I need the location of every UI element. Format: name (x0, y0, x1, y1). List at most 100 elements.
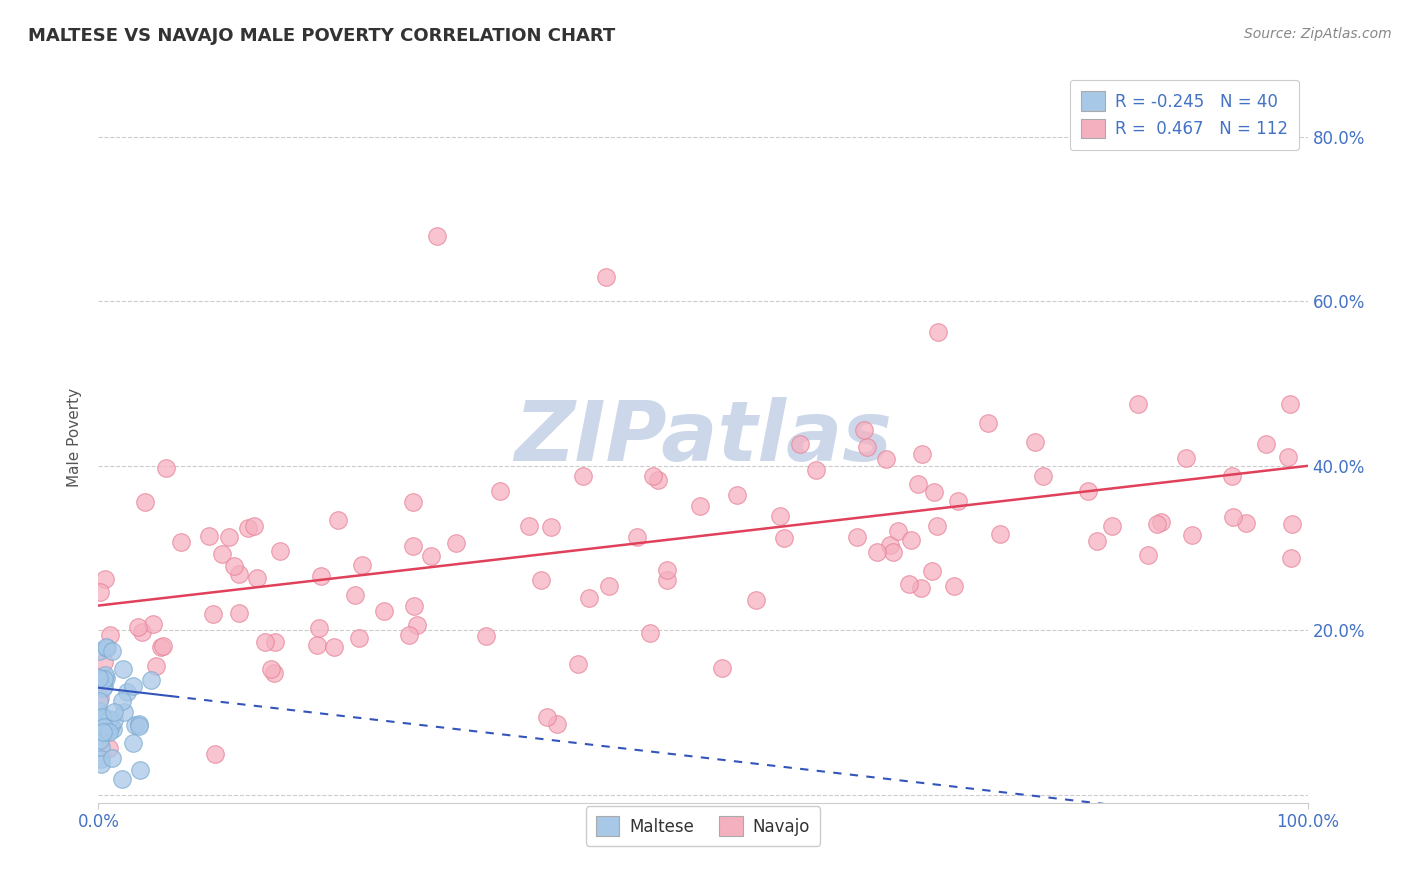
Point (925, 519, 948, 533)
Point (1222, 469, 1244, 483)
Point (124, 717, 146, 731)
Point (96, 640, 118, 655)
Point (373, 604, 395, 618)
Point (943, 579, 966, 593)
Point (87, 694, 110, 708)
Point (139, 673, 162, 687)
Point (910, 582, 932, 596)
Point (571, 469, 593, 483)
Point (446, 535, 468, 549)
Point (117, 685, 139, 699)
Point (103, 713, 125, 727)
Point (789, 437, 811, 451)
Point (263, 635, 285, 649)
Point (94, 711, 117, 725)
Point (263, 665, 285, 680)
Point (1101, 519, 1123, 533)
Point (567, 657, 589, 671)
Point (93, 725, 115, 739)
Point (1279, 551, 1302, 566)
Text: ZIPatlas: ZIPatlas (515, 397, 891, 477)
Point (128, 719, 150, 733)
Point (112, 705, 135, 719)
Point (134, 495, 156, 509)
Point (866, 545, 889, 559)
Point (100, 719, 122, 733)
Point (626, 530, 648, 544)
Legend: Maltese, Navajo: Maltese, Navajo (586, 806, 820, 846)
Y-axis label: Male Poverty: Male Poverty (67, 387, 83, 487)
Point (647, 474, 669, 488)
Point (845, 530, 868, 544)
Point (150, 640, 173, 654)
Point (94, 668, 117, 682)
Point (907, 476, 929, 491)
Point (804, 463, 827, 477)
Point (152, 639, 174, 653)
Point (89, 584, 111, 599)
Point (1146, 517, 1168, 532)
Point (305, 638, 328, 652)
Point (725, 488, 748, 502)
Point (546, 717, 568, 731)
Point (326, 512, 349, 526)
Point (145, 659, 167, 673)
Point (689, 499, 711, 513)
Point (879, 538, 901, 552)
Point (94, 640, 117, 654)
Point (643, 468, 665, 483)
Point (990, 526, 1012, 541)
Point (89, 704, 111, 718)
Point (489, 484, 512, 499)
Point (89, 690, 111, 705)
Point (101, 644, 124, 658)
Point (875, 451, 897, 466)
Point (657, 563, 679, 577)
Point (101, 750, 124, 764)
Point (308, 621, 330, 635)
Point (1136, 548, 1159, 562)
Point (402, 539, 425, 553)
Point (204, 747, 226, 761)
Point (94, 672, 117, 686)
Point (578, 591, 600, 605)
Point (1077, 483, 1099, 498)
Point (228, 566, 250, 581)
Point (927, 325, 949, 339)
Point (121, 679, 143, 693)
Point (1128, 397, 1150, 411)
Point (977, 416, 1000, 430)
Point (1085, 533, 1108, 548)
Point (475, 629, 498, 643)
Point (90, 709, 112, 723)
Point (1032, 468, 1054, 483)
Point (887, 524, 910, 538)
Point (855, 441, 877, 455)
Point (897, 577, 920, 591)
Point (98, 628, 121, 642)
Point (98, 741, 121, 756)
Point (222, 559, 245, 574)
Point (530, 573, 553, 587)
Point (111, 694, 134, 708)
Point (711, 661, 734, 675)
Point (111, 772, 134, 787)
Point (87, 672, 110, 686)
Point (122, 736, 145, 750)
Point (243, 519, 266, 533)
Point (657, 574, 679, 588)
Point (322, 640, 344, 655)
Point (638, 626, 661, 640)
Point (211, 547, 233, 561)
Point (882, 544, 904, 558)
Point (922, 485, 945, 500)
Point (768, 509, 790, 524)
Point (253, 634, 276, 648)
Point (406, 618, 429, 632)
Point (169, 535, 191, 549)
Point (218, 530, 240, 544)
Point (97, 724, 120, 739)
Point (921, 565, 943, 579)
Point (309, 568, 332, 582)
Point (772, 531, 794, 545)
